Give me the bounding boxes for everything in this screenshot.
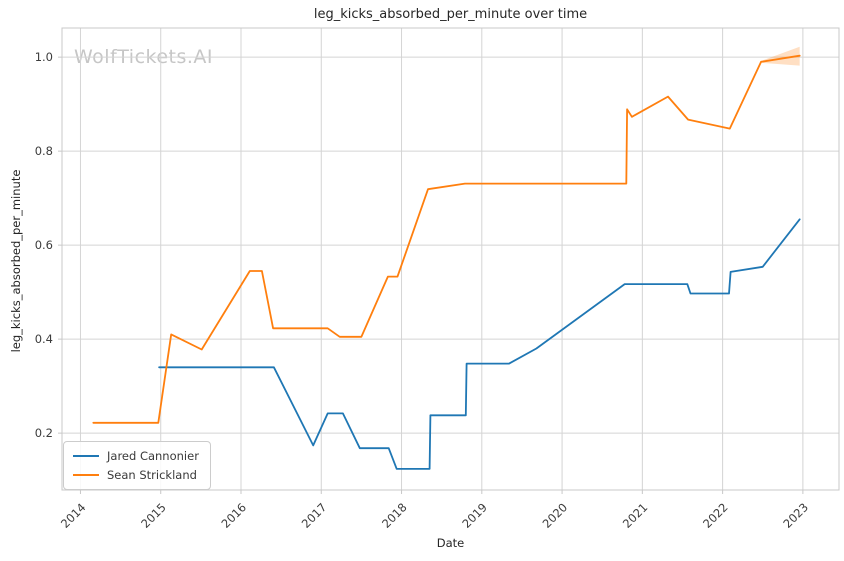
x-tick-label: 2015: [138, 500, 169, 531]
x-tick-label: 2020: [540, 500, 571, 531]
legend-item-jared-cannonier: Jared Cannonier: [73, 449, 199, 463]
x-tick-label: 2021: [620, 500, 651, 531]
y-tick-label: 1.0: [35, 50, 53, 64]
x-tick-label: 2022: [700, 500, 731, 531]
x-tick-label: 2018: [379, 500, 410, 531]
x-tick-label: 2019: [459, 500, 490, 531]
y-tick-label: 0.8: [35, 144, 53, 158]
legend-line-swatch-orange: [73, 474, 99, 476]
legend-line-swatch-blue: [73, 455, 99, 457]
x-tick-label: 2016: [219, 500, 250, 531]
y-tick-label: 0.2: [35, 426, 53, 440]
series-line-jared-cannonier: [158, 218, 801, 470]
y-axis-label: leg_kicks_absorbed_per_minute: [9, 169, 23, 353]
chart-title: leg_kicks_absorbed_per_minute over time: [313, 7, 588, 22]
x-tick-label: 2023: [780, 500, 811, 531]
plot-border: [61, 27, 840, 491]
legend: Jared Cannonier Sean Strickland: [63, 441, 211, 490]
legend-label: Jared Cannonier: [107, 449, 199, 463]
legend-label: Sean Strickland: [107, 468, 197, 482]
x-tick-label: 2014: [58, 500, 89, 531]
y-tick-label: 0.4: [35, 332, 53, 346]
series-line-sean-strickland: [92, 54, 801, 424]
y-tick-label: 0.6: [35, 238, 53, 252]
x-axis-label: Date: [436, 536, 465, 550]
x-tick-label: 2017: [299, 500, 330, 531]
legend-item-sean-strickland: Sean Strickland: [73, 468, 199, 482]
